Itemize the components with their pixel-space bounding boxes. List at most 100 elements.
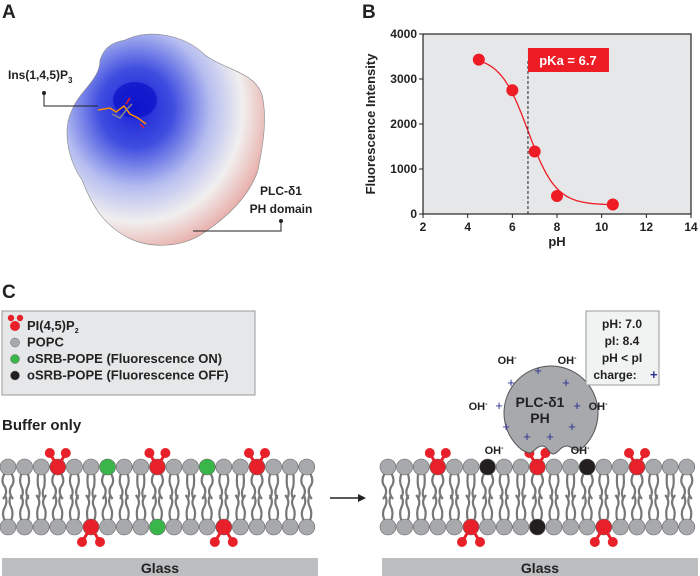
lipid-tail-top (431, 472, 445, 500)
lipid-tail-top (235, 472, 245, 500)
positive-charges: ++ ++ ++ ++ + (495, 363, 581, 444)
popc-head (578, 518, 596, 536)
lipid-tail-bottom (85, 494, 97, 522)
lipid-tail-top (68, 472, 80, 500)
popc-head (16, 458, 33, 476)
lipid-tail-top (580, 472, 594, 500)
pip2-link (148, 452, 167, 471)
panel-a-letter: A (2, 2, 16, 23)
popc-head (32, 518, 50, 536)
lipid-tail-bottom (151, 494, 163, 522)
lipid-tail-top (648, 472, 660, 500)
lipid-tail-bottom (399, 494, 411, 522)
popc-head (612, 518, 629, 536)
lipid-tail-bottom (431, 494, 444, 522)
legend-swatch (10, 370, 20, 381)
buffer-only-title: Buffer only (2, 417, 82, 434)
osrb-pope-head (529, 518, 546, 536)
x-tick-label: 10 (595, 220, 609, 234)
legend-label-pip2: PI(4,5)P2 (27, 318, 79, 335)
plus-sign: + (502, 419, 510, 434)
popc-head (232, 518, 249, 536)
popc-head (165, 518, 183, 536)
lipid-tail-bottom (630, 494, 643, 522)
popc-head (562, 458, 579, 476)
data-point (528, 145, 541, 158)
popc-head (628, 518, 646, 536)
popc-head (396, 458, 413, 476)
lipid-tail-top (300, 472, 314, 500)
lipid-tail-bottom (648, 494, 660, 522)
popc-head (429, 518, 447, 536)
lipid-tail-top (630, 472, 644, 500)
popc-head (0, 518, 17, 536)
popc-head (182, 458, 199, 476)
popc-head (661, 458, 679, 476)
ion-charge: - (587, 445, 590, 452)
popc-head (678, 458, 696, 476)
legend-swatch (10, 337, 20, 348)
ion-charge: - (574, 355, 577, 362)
pip2-icon (10, 321, 20, 331)
binding-pocket (113, 82, 157, 118)
protein-sphere-label2: PH (530, 410, 549, 426)
data-point (506, 84, 519, 97)
popc-head (446, 518, 463, 536)
glass-right (382, 558, 698, 576)
lipid-tail-top (399, 472, 411, 500)
lipid-tail-bottom (614, 494, 627, 522)
lipid-tail-top (285, 472, 295, 500)
ion-charge: - (501, 445, 504, 452)
lipid-tail-bottom (201, 494, 213, 522)
lipid-tail-bottom (1, 494, 14, 522)
glass-left-label: Glass (141, 560, 179, 576)
lipid-tail-top (680, 472, 694, 500)
osrb-pope-head (149, 518, 166, 536)
glass-right-label: Glass (521, 560, 559, 576)
popc-head (265, 458, 282, 476)
titration-chart: 2 4 6 8 10 12 14 0 1000 2000 3000 4000 pH Fluorescenc… (363, 27, 698, 249)
popc-head (115, 518, 133, 536)
lipid-tail-bottom (168, 494, 180, 522)
data-point (551, 190, 563, 202)
ligand-leader-dot (42, 91, 46, 95)
lipid-tail-top (168, 472, 180, 500)
lipid-tail-top (186, 472, 196, 500)
popc-head (661, 518, 679, 536)
lipid-tail-bottom (664, 494, 677, 522)
popc-head (678, 518, 696, 536)
lipid-tail-bottom (448, 494, 460, 522)
popc-head (82, 458, 100, 476)
ligand-leader-line (43, 93, 98, 107)
popc-head (512, 518, 530, 536)
protein-sphere-label1: PLC-δ1 (516, 394, 565, 410)
lipid-tail-top (598, 472, 610, 500)
panel-b-letter: B (362, 2, 376, 23)
popc-head (49, 518, 67, 536)
arrow (330, 494, 366, 502)
lipid-tail-top (218, 472, 230, 500)
lipid-tail-bottom (680, 494, 693, 522)
lipid-tail-bottom (51, 494, 64, 522)
lipid-tail-top (36, 472, 46, 500)
protein-label-line2: PH domain (250, 202, 313, 216)
popc-head (198, 518, 216, 536)
popc-head (412, 458, 430, 476)
lipid-tail-bottom (564, 494, 577, 522)
lipid-tail-top (665, 472, 675, 500)
y-axis-label: Fluorescence Intensity (363, 53, 378, 195)
plus-sign: + (546, 429, 554, 444)
pip2-link (528, 452, 547, 471)
y-tick-label: 4000 (390, 27, 417, 41)
popc-head (32, 458, 50, 476)
popc-head (595, 458, 613, 476)
popc-head (446, 458, 463, 476)
lipid-tail-bottom (481, 494, 494, 522)
popc-head (66, 518, 83, 536)
y-tick-label: 0 (410, 207, 417, 221)
lipid-tail-bottom (598, 494, 610, 522)
popc-head (495, 458, 513, 476)
ion-charge: - (605, 401, 608, 408)
